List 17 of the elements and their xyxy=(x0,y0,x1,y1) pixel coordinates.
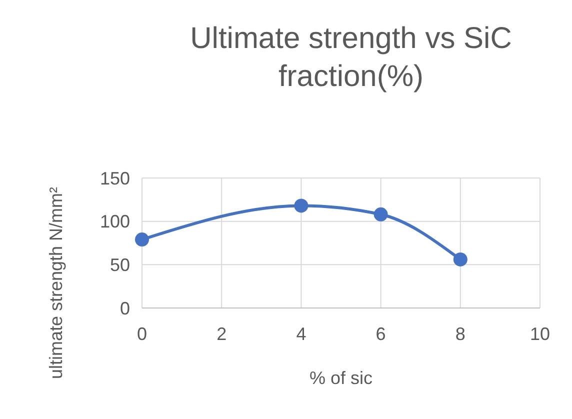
x-axis-title: % of sic xyxy=(309,368,373,388)
y-axis-title: ultimate strength N/mm² xyxy=(46,186,66,380)
x-tick-label: 6 xyxy=(376,324,386,344)
x-tick-label: 10 xyxy=(530,324,550,344)
y-tick-label: 150 xyxy=(100,168,130,188)
point xyxy=(135,232,149,247)
y-tick-label: 0 xyxy=(120,298,130,318)
x-tick-label: 2 xyxy=(216,324,227,344)
point xyxy=(294,198,308,213)
y-tick-label: 50 xyxy=(110,254,130,275)
y-tick-label: 100 xyxy=(100,212,130,232)
point xyxy=(453,252,468,266)
x-tick-label: 4 xyxy=(296,324,306,344)
point xyxy=(374,207,388,222)
x-tick-label: 8 xyxy=(455,324,466,344)
chart-title: Ultimate strength vs SiC fraction(%) xyxy=(190,22,512,93)
x-tick-label: 0 xyxy=(136,324,148,344)
